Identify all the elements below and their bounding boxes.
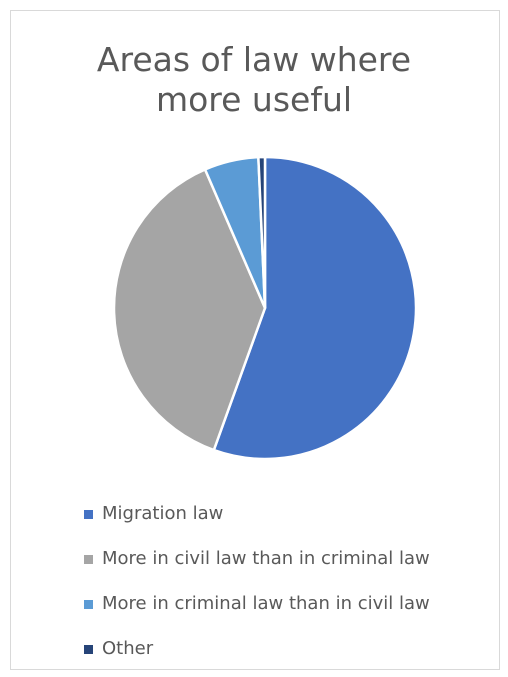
legend-item: More in criminal law than in civil law <box>84 587 484 621</box>
legend-label: More in criminal law than in civil law <box>102 593 430 614</box>
legend: Migration law More in civil law than in c… <box>84 497 484 677</box>
legend-label: More in civil law than in criminal law <box>102 548 430 569</box>
chart-title: Areas of law where more useful <box>96 40 412 119</box>
legend-swatch <box>84 644 93 654</box>
legend-swatch <box>84 599 93 609</box>
legend-item: Other <box>84 632 484 666</box>
legend-item: More in civil law than in criminal law <box>84 542 484 576</box>
legend-label: Other <box>102 638 154 659</box>
legend-label: Migration law <box>102 503 224 524</box>
legend-swatch <box>84 554 93 564</box>
pie-slice-more-in-civil-law-than-in-criminal-law <box>112 168 267 452</box>
legend-swatch <box>84 509 93 519</box>
legend-item: Migration law <box>84 497 484 531</box>
pie-slice-migration-law <box>212 155 418 461</box>
pie-slice-other <box>257 155 267 310</box>
